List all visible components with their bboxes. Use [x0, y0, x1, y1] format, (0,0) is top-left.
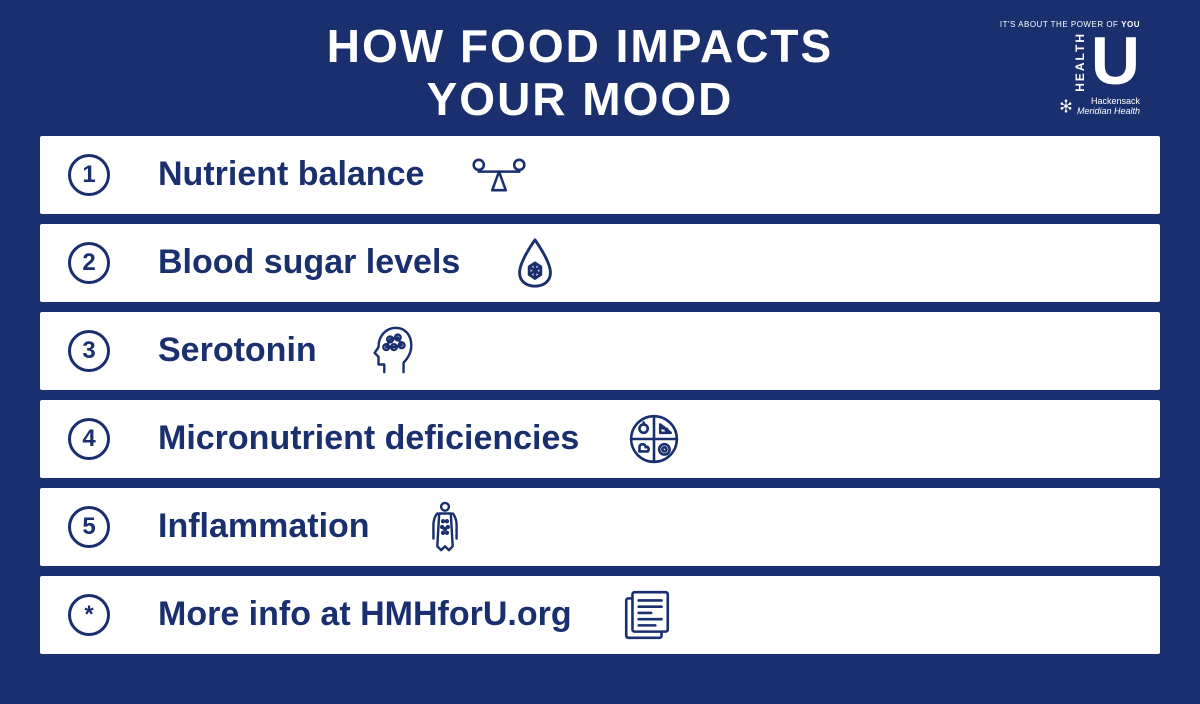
balance-scale-icon — [472, 148, 526, 202]
item-badge: 1 — [68, 154, 110, 196]
sub-brand: Hackensack Meridian Health — [980, 96, 1140, 116]
food-groups-icon — [627, 412, 681, 466]
item-label: More info at HMHforU.org — [158, 595, 572, 634]
page-title: HOW FOOD IMPACTS YOUR MOOD — [180, 20, 980, 126]
list-item: 3 Serotonin — [40, 312, 1160, 390]
title-line-1: HOW FOOD IMPACTS — [327, 20, 833, 72]
brain-head-icon — [365, 324, 419, 378]
item-label: Blood sugar levels — [158, 243, 460, 282]
brand-logo: IT'S ABOUT THE POWER OF YOU HEALTH U Hac… — [980, 20, 1140, 116]
list: 1 Nutrient balance 2 Blood sugar levels … — [0, 136, 1200, 704]
body-back-icon — [418, 500, 472, 554]
title-line-2: YOUR MOOD — [427, 73, 734, 125]
item-label: Serotonin — [158, 331, 317, 370]
sub-brand-line2: Meridian Health — [1077, 106, 1140, 116]
sub-brand-line1: Hackensack — [1091, 96, 1140, 106]
blood-drop-icon — [508, 236, 562, 290]
item-badge: 3 — [68, 330, 110, 372]
list-item: 4 Micronutrient deficiencies — [40, 400, 1160, 478]
list-item: 1 Nutrient balance — [40, 136, 1160, 214]
logo-lockup: HEALTH U — [980, 31, 1140, 92]
item-badge: * — [68, 594, 110, 636]
logo-big-u: U — [1091, 31, 1140, 92]
item-badge: 5 — [68, 506, 110, 548]
item-label: Micronutrient deficiencies — [158, 419, 579, 458]
item-badge: 2 — [68, 242, 110, 284]
header: HOW FOOD IMPACTS YOUR MOOD IT'S ABOUT TH… — [0, 0, 1200, 136]
item-label: Inflammation — [158, 507, 370, 546]
sub-brand-text: Hackensack Meridian Health — [1077, 96, 1140, 116]
newspaper-icon — [620, 588, 674, 642]
list-item: * More info at HMHforU.org — [40, 576, 1160, 654]
item-label: Nutrient balance — [158, 155, 424, 194]
list-item: 2 Blood sugar levels — [40, 224, 1160, 302]
logo-health-word: HEALTH — [1073, 32, 1087, 92]
network-icon — [1059, 99, 1073, 113]
item-badge: 4 — [68, 418, 110, 460]
list-item: 5 Inflammation — [40, 488, 1160, 566]
